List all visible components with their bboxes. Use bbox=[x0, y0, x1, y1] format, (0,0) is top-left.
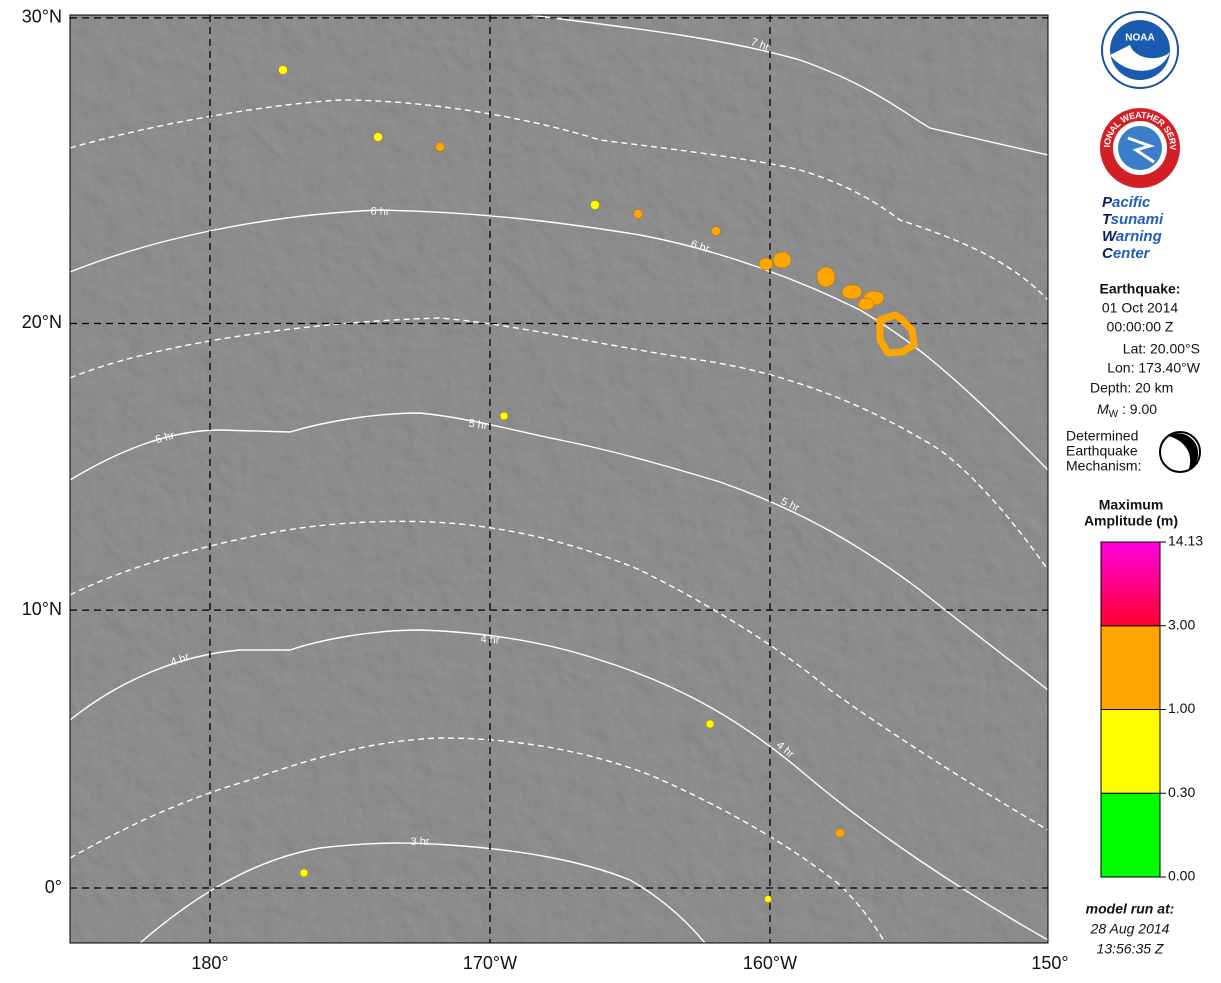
initial: C bbox=[1102, 245, 1114, 262]
forecast-point bbox=[299, 868, 309, 878]
contours bbox=[70, 15, 1048, 943]
logo-bolt bbox=[1127, 136, 1155, 164]
contour-line bbox=[70, 317, 1048, 571]
colorbar-label: 1.00 bbox=[1168, 700, 1195, 716]
colorbar-segment bbox=[1100, 541, 1161, 627]
forecast-point bbox=[705, 719, 715, 729]
contour-line bbox=[139, 842, 706, 943]
lat-label: 30°N bbox=[22, 7, 62, 27]
coastal-points bbox=[278, 65, 918, 903]
colorbar-label: 14.13 bbox=[1168, 533, 1203, 549]
model-run-time: 13:56:35 Z bbox=[1097, 941, 1164, 957]
logo-disc bbox=[1110, 20, 1170, 80]
mag-subscript: W bbox=[1109, 409, 1119, 420]
forecast-point bbox=[373, 132, 383, 142]
island-coast bbox=[772, 251, 792, 269]
contour-label: 4 hr bbox=[480, 633, 500, 646]
colorbar-label: 3.00 bbox=[1168, 616, 1195, 632]
colorbar-label: 0.00 bbox=[1168, 868, 1195, 884]
latitude: Lat: 20.00°S bbox=[1123, 341, 1200, 357]
colorbar: Maximum Amplitude (m) 0.00 0.30 1.00 3.00 14… bbox=[1084, 497, 1203, 884]
word-rest: acific bbox=[1112, 194, 1151, 211]
center-word: Tsunami bbox=[1102, 211, 1164, 228]
contour-line bbox=[70, 412, 1048, 691]
lon-label: 180° bbox=[191, 953, 228, 973]
island-coast bbox=[758, 257, 774, 271]
mechanism-label: Earthquake bbox=[1066, 443, 1138, 459]
word-rest: sunami bbox=[1111, 211, 1164, 228]
island-coast bbox=[816, 266, 836, 288]
noaa-logo: NOAA bbox=[1101, 11, 1179, 89]
contour-line bbox=[70, 99, 1048, 301]
center-word: Warning bbox=[1102, 228, 1162, 245]
magnitude: MW : 9.00 bbox=[1097, 401, 1157, 420]
forecast-point bbox=[499, 411, 509, 421]
forecast-point bbox=[633, 209, 643, 219]
lon-label: 160°W bbox=[743, 953, 797, 973]
earthquake-info: Earthquake: 01 Oct 2014 00:00:00 Z Lat: … bbox=[1066, 281, 1201, 474]
forecast-point bbox=[435, 142, 445, 152]
colorbar-segment bbox=[1100, 625, 1161, 710]
colorbar-label: 0.30 bbox=[1168, 784, 1195, 800]
island-coast bbox=[841, 284, 863, 300]
colorbar-title: Maximum bbox=[1099, 497, 1164, 513]
island-coast bbox=[857, 297, 875, 311]
longitude: Lon: 173.40°W bbox=[1107, 360, 1201, 376]
contour-line bbox=[70, 629, 1048, 941]
graticule bbox=[70, 15, 1048, 943]
contour-label: 3 hr bbox=[411, 836, 430, 848]
contour-label: 6 hr bbox=[370, 206, 390, 219]
depth: Depth: 20 km bbox=[1090, 380, 1173, 396]
lat-label: 20°N bbox=[22, 312, 62, 332]
center-word: Center bbox=[1102, 245, 1151, 262]
initial: T bbox=[1102, 211, 1113, 228]
lon-label: 170°W bbox=[463, 953, 517, 973]
model-run-date: 28 Aug 2014 bbox=[1090, 921, 1170, 937]
forecast-point bbox=[764, 895, 772, 903]
heading: Earthquake: bbox=[1100, 281, 1181, 297]
colorbar-segment bbox=[1100, 709, 1161, 794]
mechanism-label: Determined bbox=[1066, 428, 1138, 444]
axis-labels: 30°N 20°N 10°N 0° 180° 170°W 160°W 150° bbox=[22, 7, 1069, 973]
word-rest: enter bbox=[1113, 245, 1151, 262]
colorbar-title: Amplitude (m) bbox=[1084, 513, 1178, 529]
island-coast bbox=[876, 311, 918, 357]
forecast-point bbox=[278, 65, 288, 75]
contour-label: 6 hr bbox=[689, 238, 711, 255]
beachball bbox=[1159, 431, 1201, 473]
mag-symbol: M bbox=[1097, 401, 1109, 417]
logo-text: NOAA bbox=[1125, 33, 1154, 44]
model-run: model run at: 28 Aug 2014 13:56:35 Z bbox=[1086, 901, 1175, 957]
contour-line bbox=[70, 737, 886, 943]
lon-label: 150° bbox=[1031, 953, 1068, 973]
model-run-heading: model run at: bbox=[1086, 901, 1175, 917]
beachball-quadrant bbox=[1168, 433, 1199, 471]
center-word: Pacific bbox=[1102, 194, 1151, 211]
forecast-point bbox=[835, 828, 845, 838]
map-frame bbox=[69, 14, 1049, 944]
mechanism-label: Mechanism: bbox=[1066, 458, 1141, 474]
forecast-point bbox=[590, 200, 600, 210]
lat-label: 0° bbox=[45, 877, 62, 897]
relief bbox=[70, 15, 1048, 943]
contour-label: 5 hr bbox=[468, 418, 489, 433]
initial: P bbox=[1102, 194, 1113, 211]
contour-line bbox=[70, 209, 1048, 471]
time: 00:00:00 Z bbox=[1107, 319, 1174, 335]
colorbar-segment bbox=[1100, 792, 1161, 878]
logo-bird bbox=[1110, 45, 1170, 71]
map: 7 hr6 hr6 hr5 hr5 hr5 hr4 hr4 hr4 hr3 hr bbox=[70, 15, 1048, 943]
forecast-point bbox=[711, 226, 721, 236]
contour-line bbox=[529, 15, 1048, 156]
word-rest: arning bbox=[1116, 228, 1162, 245]
contour-label: 5 hr bbox=[154, 430, 176, 447]
initial: W bbox=[1102, 228, 1118, 245]
mag-value: : 9.00 bbox=[1118, 401, 1157, 417]
date: 01 Oct 2014 bbox=[1102, 300, 1178, 316]
lat-label: 10°N bbox=[22, 599, 62, 619]
